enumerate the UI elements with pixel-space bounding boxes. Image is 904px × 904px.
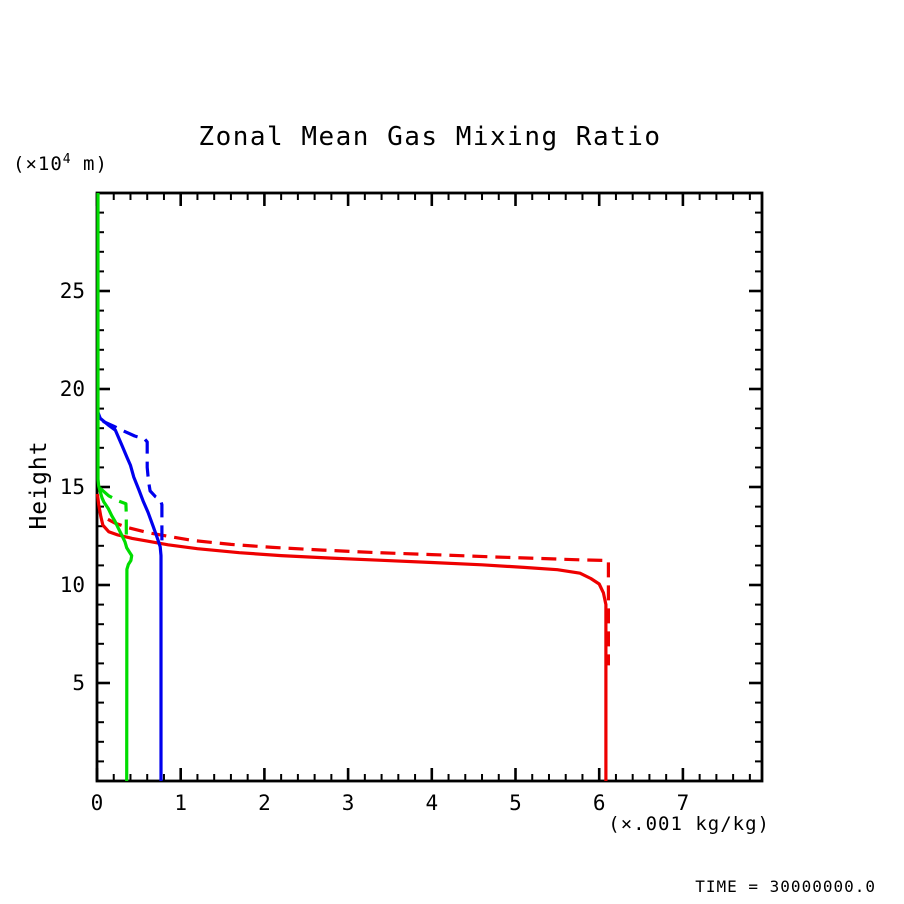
- time-annotation: TIME = 30000000.0: [695, 877, 876, 896]
- y-unit-prefix: (×10: [13, 153, 63, 175]
- series-gas3-dashed: [99, 487, 128, 541]
- chart-title: Zonal Mean Gas Mixing Ratio: [198, 122, 662, 152]
- x-tick-label: 5: [509, 791, 522, 815]
- y-tick-label: 5: [72, 671, 85, 695]
- y-axis-unit-label: (×104 m): [13, 152, 108, 175]
- x-tick-label: 0: [91, 791, 104, 815]
- series-gas2-dashed: [102, 419, 164, 545]
- y-tick-label: 25: [60, 279, 85, 303]
- axes-frame: [95, 191, 764, 783]
- x-tick-label: 2: [258, 791, 271, 815]
- x-tick-label: 4: [425, 791, 438, 815]
- x-tick-label: 3: [342, 791, 355, 815]
- series-gas1-dashed: [107, 517, 610, 666]
- y-tick-label: 10: [60, 573, 85, 597]
- y-unit-exponent: 4: [62, 152, 71, 167]
- y-tick-label: 15: [60, 475, 85, 499]
- y-unit-suffix: m): [70, 153, 108, 175]
- y-axis-title: Height: [26, 440, 52, 530]
- y-tick-label: 20: [60, 377, 85, 401]
- series-gas1-solid: [95, 493, 608, 781]
- x-tick-label: 6: [593, 791, 606, 815]
- series-gas3-solid: [96, 193, 134, 782]
- x-axis-unit-label: (×.001 kg/kg): [608, 813, 770, 835]
- x-tick-label: 1: [174, 791, 187, 815]
- x-tick-label: 7: [677, 791, 690, 815]
- series-gas2-solid: [96, 411, 163, 781]
